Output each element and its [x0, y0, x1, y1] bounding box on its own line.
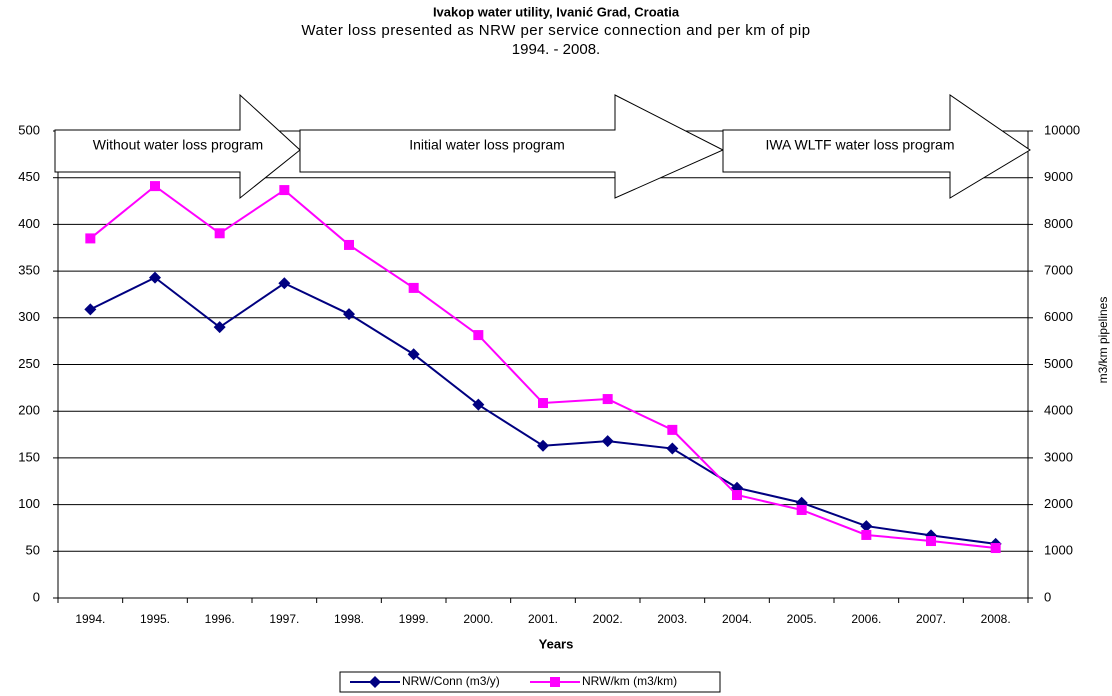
- y2-tick-label: 2000: [1044, 496, 1073, 511]
- x-tick-label: 2001.: [528, 612, 558, 626]
- x-tick-label: 2008.: [981, 612, 1011, 626]
- legend-label: NRW/Conn (m3/y): [402, 674, 500, 688]
- y2-tick-label: 5000: [1044, 356, 1073, 371]
- y2-tick-label: 9000: [1044, 169, 1073, 184]
- annotation: Initial water loss program: [409, 137, 565, 153]
- marker: [538, 398, 548, 409]
- marker: [369, 676, 381, 688]
- marker: [926, 536, 936, 547]
- marker: [796, 504, 807, 515]
- marker: [473, 330, 484, 341]
- marker: [602, 394, 613, 405]
- marker: [343, 308, 355, 321]
- x-tick-label: 1995.: [140, 612, 170, 626]
- marker: [861, 529, 872, 540]
- x-tick-label: 1996.: [205, 612, 235, 626]
- chart-subtitle: 1994. - 2008.: [512, 41, 600, 58]
- y-tick-label: 250: [18, 356, 40, 371]
- y2-tick-label: 8000: [1044, 216, 1073, 231]
- y2-tick-label: 4000: [1044, 403, 1073, 418]
- x-tick-label: 1997.: [269, 612, 299, 626]
- series-line: [89, 184, 996, 550]
- annotation: IWA WLTF water loss program: [765, 137, 954, 153]
- marker: [84, 303, 97, 316]
- marker: [408, 282, 419, 293]
- y2-tick-label: 10000: [1044, 122, 1080, 137]
- marker: [537, 439, 549, 452]
- marker: [407, 348, 420, 361]
- annotation: Without water loss program: [93, 137, 263, 153]
- chart-subtitle: Water loss presented as NRW per service …: [301, 22, 810, 39]
- chart-title: Ivakop water utility, Ivanić Grad, Croat…: [433, 4, 680, 19]
- legend-label: NRW/km (m3/km): [582, 674, 677, 688]
- y2-axis-label: m3/km pipelines: [1096, 297, 1110, 384]
- marker: [472, 398, 485, 411]
- marker: [667, 424, 678, 435]
- marker: [990, 543, 1001, 554]
- marker: [550, 677, 560, 687]
- y-tick-label: 300: [18, 309, 40, 324]
- x-tick-label: 2002.: [593, 612, 623, 626]
- marker: [214, 228, 225, 239]
- marker: [278, 277, 291, 290]
- marker: [150, 181, 160, 192]
- y-tick-label: 0: [33, 589, 40, 604]
- x-tick-label: 2006.: [851, 612, 881, 626]
- marker: [344, 239, 354, 250]
- arrow: [299, 94, 725, 199]
- marker: [860, 520, 873, 533]
- arrow: [54, 93, 301, 200]
- marker: [279, 185, 290, 196]
- marker: [149, 271, 161, 284]
- y-tick-label: 350: [18, 263, 40, 278]
- y2-tick-label: 1000: [1044, 543, 1073, 558]
- marker: [601, 435, 614, 448]
- y-tick-label: 50: [26, 543, 40, 558]
- x-tick-label: 1998.: [334, 612, 364, 626]
- x-tick-label: 1994.: [75, 612, 105, 626]
- y2-tick-label: 3000: [1044, 449, 1073, 464]
- marker: [213, 321, 226, 334]
- y2-tick-label: 7000: [1044, 263, 1073, 278]
- x-tick-label: 1999.: [399, 612, 429, 626]
- y2-tick-label: 6000: [1044, 309, 1073, 324]
- marker: [85, 233, 96, 244]
- y-tick-label: 200: [18, 403, 40, 418]
- x-tick-label: 2004.: [722, 612, 752, 626]
- x-tick-label: 2000.: [463, 612, 493, 626]
- x-tick-label: 2003.: [657, 612, 687, 626]
- marker: [666, 442, 679, 455]
- x-axis-label: Years: [539, 636, 574, 651]
- y-tick-label: 100: [18, 496, 40, 511]
- y-tick-label: 400: [18, 216, 40, 231]
- y2-tick-label: 0: [1044, 589, 1051, 604]
- marker: [732, 490, 742, 501]
- x-tick-label: 2007.: [916, 612, 946, 626]
- y-tick-label: 500: [18, 122, 40, 137]
- arrow: [722, 94, 1031, 199]
- y-tick-label: 450: [18, 169, 40, 184]
- x-tick-label: 2005.: [787, 612, 817, 626]
- y-tick-label: 150: [18, 449, 40, 464]
